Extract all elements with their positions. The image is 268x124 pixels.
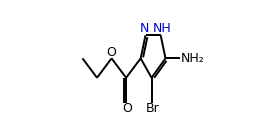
Text: O: O [122, 102, 132, 115]
Text: NH₂: NH₂ [181, 52, 204, 65]
Text: O: O [107, 46, 117, 59]
Text: NH: NH [152, 22, 171, 35]
Text: N: N [140, 22, 150, 35]
Text: Br: Br [145, 102, 159, 115]
